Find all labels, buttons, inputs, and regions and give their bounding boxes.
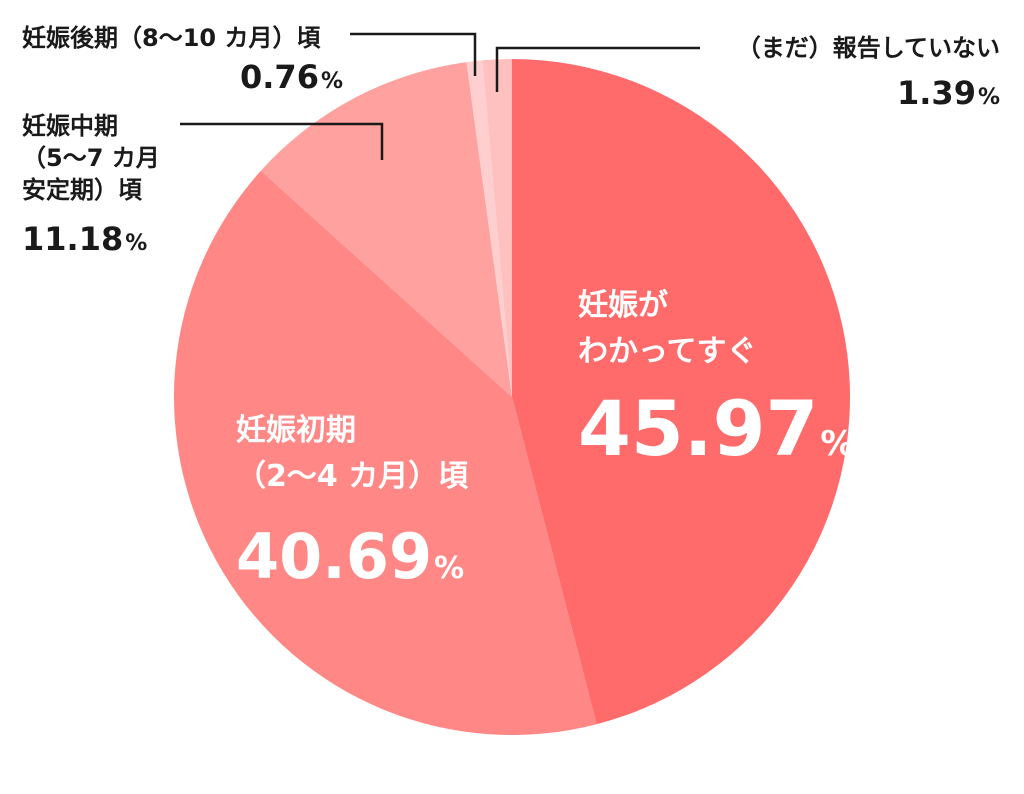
slice-label: 妊娠後期（8〜10 カ月）頃 bbox=[22, 24, 321, 52]
slice-value-label: 45.97% bbox=[578, 384, 854, 473]
slice-value-label: 1.39% bbox=[897, 74, 1000, 112]
pie-slice bbox=[482, 59, 512, 397]
pie-slice bbox=[512, 59, 851, 725]
slice-label: 妊娠初期 bbox=[236, 413, 356, 448]
slice-label: 安定期）頃 bbox=[22, 176, 143, 204]
slice-label: わかってすぐ bbox=[578, 334, 757, 369]
pie-slice bbox=[260, 62, 512, 397]
leader-line bbox=[350, 32, 477, 76]
slice-label: 妊娠が bbox=[578, 288, 668, 323]
slice-value-label: 40.69% bbox=[236, 520, 464, 593]
leader-line bbox=[180, 122, 384, 160]
slice-label: （5〜7 カ月 bbox=[22, 144, 160, 172]
slice-value-label: 11.18% bbox=[22, 220, 147, 258]
slice-value-label: 0.76% bbox=[240, 58, 343, 96]
slice-label: （まだ）報告していない bbox=[737, 34, 1000, 62]
slice-label: 妊娠中期 bbox=[22, 112, 118, 140]
slice-label: （2〜4 カ月）頃 bbox=[236, 459, 468, 494]
pie-slice bbox=[466, 60, 512, 397]
leader-line bbox=[495, 46, 700, 92]
pie-slice bbox=[173, 170, 597, 736]
